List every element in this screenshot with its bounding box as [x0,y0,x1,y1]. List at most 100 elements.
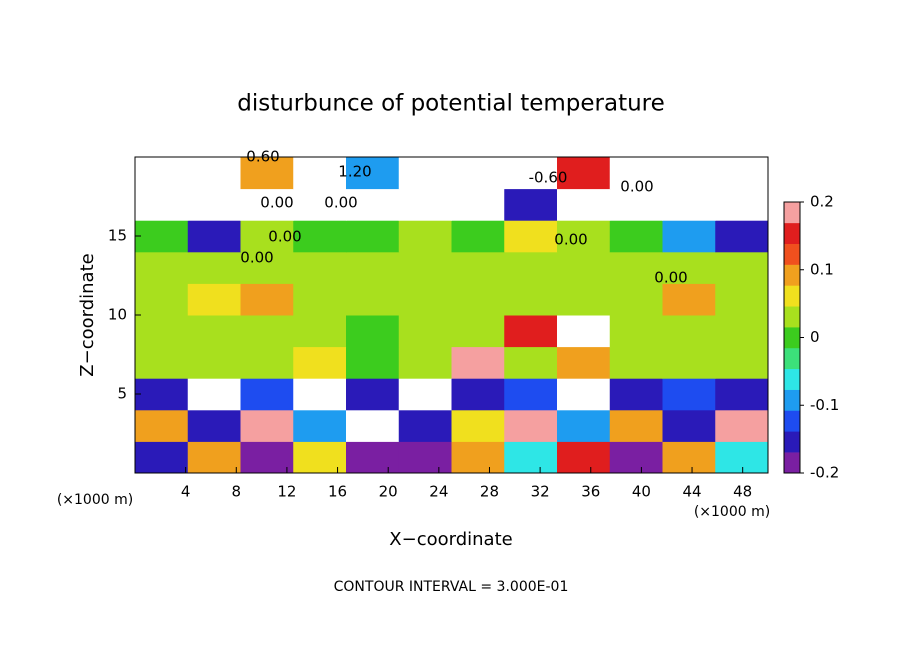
field-cell [398,346,452,379]
field-cell [293,441,347,474]
colorbar-segment [784,410,800,432]
colorbar-segment [784,431,800,453]
field-cell [557,251,611,284]
field-cell [240,283,294,316]
field-cell [557,378,611,411]
footer-note: CONTOUR INTERVAL = 3.000E-01 [334,579,569,595]
field-cell [398,251,452,284]
field-cell [662,220,716,253]
field-cell [398,283,452,316]
field-cell [451,220,505,253]
field-cell [240,409,294,442]
field-cell [398,220,452,253]
colorbar-segment [784,222,800,244]
field-cell [346,346,400,379]
field-cell [135,315,189,348]
colorbar-tick-label: 0 [810,328,820,346]
field-cell [715,315,769,348]
colorbar-segment [784,202,800,224]
field-cell [346,251,400,284]
field-cell [346,315,400,348]
field-cell [609,251,663,284]
field-cell [398,378,452,411]
field-cell [293,378,347,411]
field-cell [451,441,505,474]
field-cell [451,157,505,190]
field-cell [135,346,189,379]
field-cell [398,441,452,474]
y-tick-label: 15 [108,227,127,245]
x-unit-label: (×1000 m) [694,504,770,520]
field-cell [504,283,558,316]
field-cell [346,441,400,474]
field-cell [662,409,716,442]
field-cell [451,409,505,442]
field-cell [240,188,294,221]
field-cell [662,188,716,221]
field-cell [715,157,769,190]
x-tick-label: 28 [480,483,499,501]
colorbar-tick-label: -0.1 [810,396,839,414]
field-cell [504,188,558,221]
field-cell [187,220,241,253]
contour-label: -0.60 [529,169,568,187]
field-cell [187,346,241,379]
field-cell [346,220,400,253]
chart-title: disturbunce of potential temperature [237,91,665,117]
contour-label: 0.00 [554,231,587,249]
field-cell [293,315,347,348]
field-cell [398,157,452,190]
field-cell [715,283,769,316]
colorbar-segment [784,368,800,390]
field-cell [346,188,400,221]
field-cell [504,220,558,253]
field-cell [715,346,769,379]
field-cell [451,283,505,316]
field-cell [609,220,663,253]
field-cell [293,283,347,316]
x-tick-label: 36 [581,483,600,501]
y-tick-label: 10 [108,306,127,324]
field-cell [240,346,294,379]
field-cell [240,315,294,348]
contour-label: 1.20 [338,163,371,181]
field-cell [662,157,716,190]
field-cell [346,409,400,442]
field-cell [504,157,558,190]
field-cell [135,409,189,442]
colorbar-segment [784,347,800,370]
contour-label: 0.00 [620,178,653,196]
x-tick-label: 24 [429,483,448,501]
field-cell [240,251,294,284]
field-cell [187,157,241,190]
field-cell [398,315,452,348]
x-tick-label: 48 [733,483,752,501]
x-tick-label: 32 [531,483,550,501]
colorbar-segment [784,285,800,307]
field-cell [609,157,663,190]
x-tick-label: 40 [632,483,651,501]
contour-label: 0.00 [324,194,357,212]
contour-label: 0.60 [246,148,279,166]
field-cell [187,441,241,474]
field-cell [557,188,611,221]
field-cell [135,188,189,221]
field-cell [715,220,769,253]
contour-label: 0.00 [240,249,273,267]
field-cell [662,346,716,379]
field-cell [293,409,347,442]
colorbar-segment [784,264,800,286]
field-cell [662,251,716,284]
x-tick-label: 4 [181,483,191,501]
field-cell [240,378,294,411]
field-cell [451,378,505,411]
field-cell [135,441,189,474]
contour-label: 0.00 [654,269,687,287]
field-cell [187,188,241,221]
field-cell [715,251,769,284]
field-cell [609,283,663,316]
field-cell [609,378,663,411]
colorbar-segment [784,243,800,265]
x-tick-label: 16 [328,483,347,501]
